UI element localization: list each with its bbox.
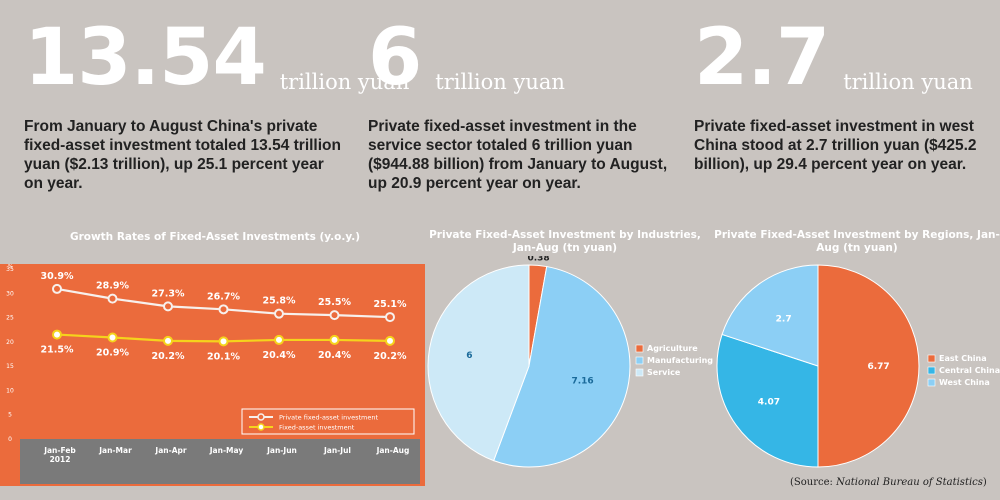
legend-label-private: Private fixed-asset investment <box>279 414 378 422</box>
series-point-private-5 <box>329 310 340 321</box>
industry-value-label-1: 7.16 <box>571 377 593 387</box>
stat-1-unit: trillion yuan <box>279 70 410 94</box>
series-point-private-3 <box>218 304 229 315</box>
industry-legend-swatch-2 <box>635 368 644 377</box>
y-tick-label-2: 10 <box>6 387 14 394</box>
source-prefix: (Source: <box>790 477 837 488</box>
y-tick-label-7: 35 <box>6 266 14 273</box>
data-label-private-2: 27.3% <box>152 288 185 299</box>
industry-legend-label-1: Manufacturing <box>647 356 713 365</box>
y-tick-label-1: 5 <box>8 412 12 419</box>
stat-2: 6 trillion yuan <box>368 18 565 98</box>
stat-2-unit: trillion yuan <box>435 70 565 94</box>
line-chart-title: Growth Rates of Fixed-Asset Investments … <box>69 231 361 243</box>
data-label-private-1: 28.9% <box>96 281 129 292</box>
stat-3-description: Private fixed-asset investment in west C… <box>694 118 977 173</box>
region-value-label-2: 2.7 <box>776 315 792 325</box>
industry-value-label-2: 6 <box>466 351 472 361</box>
region-legend-swatch-1 <box>927 366 936 375</box>
y-tick-label-0: 0 <box>8 436 12 443</box>
series-point-private-0 <box>52 283 62 294</box>
stat-3: 2.7 trillion yuan <box>694 18 973 98</box>
source-note: (Source: National Bureau of Statistics) <box>790 477 987 488</box>
series-point-total-5 <box>329 334 340 345</box>
x-tick-label-2: Jan-Apr <box>154 446 186 455</box>
region-value-label-0: 6.77 <box>867 362 889 372</box>
source-suffix: ) <box>982 477 987 488</box>
y-tick-label-5: 25 <box>6 315 14 322</box>
industry-value-label-0: 0.38 <box>527 256 549 263</box>
data-label-total-6: 20.2% <box>374 351 407 362</box>
line-chart-legend: Private fixed-asset investment Fixed-asse… <box>241 408 415 435</box>
series-point-private-1 <box>107 293 118 304</box>
x-tick-label-6: Jan-Aug <box>376 446 410 455</box>
region-legend-swatch-2 <box>927 378 936 387</box>
data-label-private-5: 25.5% <box>318 297 351 308</box>
series-point-total-4 <box>274 334 284 345</box>
data-label-private-3: 26.7% <box>207 291 240 302</box>
series-point-private-4 <box>274 308 284 319</box>
region-pie-title: Private Fixed-Asset Investment by Region… <box>714 229 1000 254</box>
y-tick-label-4: 20 <box>6 339 14 346</box>
x-tick-label-5: Jan-Jul <box>323 446 351 455</box>
series-point-private-2 <box>163 301 173 312</box>
stat-2-value: 6 <box>368 13 422 103</box>
industry-legend-swatch-0 <box>635 344 644 353</box>
region-legend-label-1: Central China <box>939 366 1000 375</box>
stat-1-description: From January to August China's private f… <box>24 118 341 192</box>
stat-1-value: 13.54 <box>24 13 267 103</box>
industry-legend-label-2: Service <box>647 368 681 377</box>
industry-pie-chart: 0.38 7.16 6 Agriculture Manufacturing Service <box>427 256 713 468</box>
data-label-private-4: 25.8% <box>263 296 296 307</box>
line-chart: 0 5 10 15 20 25 30 35% Jan-Feb 2012 Jan-Mar Jan-Apr… <box>0 264 425 486</box>
stat-1: 13.54 trillion yuan <box>24 18 409 98</box>
data-label-private-6: 25.1% <box>374 299 407 310</box>
region-legend-label-2: West China <box>939 378 990 387</box>
region-legend-label-0: East China <box>939 354 987 363</box>
stat-3-unit: trillion yuan <box>843 70 973 94</box>
industry-slice-1 <box>493 265 631 468</box>
industry-pie-title: Private Fixed-Asset Investment by Indust… <box>429 229 701 254</box>
stat-3-value: 2.7 <box>694 13 830 103</box>
legend-marker-private <box>257 413 265 421</box>
industry-slice-2 <box>427 264 530 462</box>
industry-legend-swatch-1 <box>635 356 644 365</box>
x-tick-label-4: Jan-Jun <box>266 446 297 455</box>
series-point-total-6 <box>385 335 395 346</box>
y-tick-label-6: 30 <box>6 290 14 297</box>
data-label-private-0: 30.9% <box>41 271 74 282</box>
data-label-total-2: 20.2% <box>152 351 185 362</box>
region-slice-1 <box>716 333 819 468</box>
series-point-total-0 <box>52 329 62 340</box>
stat-2-description: Private fixed-asset investment in the se… <box>368 118 668 192</box>
data-label-total-0: 21.5% <box>41 345 74 356</box>
region-slice-2 <box>721 264 819 367</box>
data-label-total-3: 20.1% <box>207 351 240 362</box>
x-tick-label-3: Jan-May <box>209 446 244 455</box>
data-label-total-5: 20.4% <box>318 350 351 361</box>
series-point-total-2 <box>163 335 173 346</box>
series-point-private-6 <box>385 312 395 323</box>
x-axis-band <box>20 439 420 484</box>
x-tick-label-1: Jan-Mar <box>98 446 132 455</box>
y-axis-label: % <box>8 264 13 270</box>
data-label-total-4: 20.4% <box>263 350 296 361</box>
source-name: National Bureau of Statistics <box>836 477 983 488</box>
region-legend-swatch-0 <box>927 354 936 363</box>
legend-label-total: Fixed-asset investment <box>279 424 355 432</box>
legend-box <box>241 408 415 435</box>
series-point-total-1 <box>107 332 118 343</box>
y-tick-label-3: 15 <box>6 363 14 370</box>
legend-marker-total <box>257 423 265 431</box>
data-label-total-1: 20.9% <box>96 347 129 358</box>
region-value-label-1: 4.07 <box>758 398 780 408</box>
industry-legend-label-0: Agriculture <box>647 344 698 353</box>
series-point-total-3 <box>218 336 229 347</box>
region-pie-chart: 6.77 4.07 2.7 East China Central China West C… <box>716 264 1000 468</box>
x-tick-label-0: Jan-Feb 2012 <box>43 446 76 464</box>
region-slice-0 <box>817 264 920 468</box>
